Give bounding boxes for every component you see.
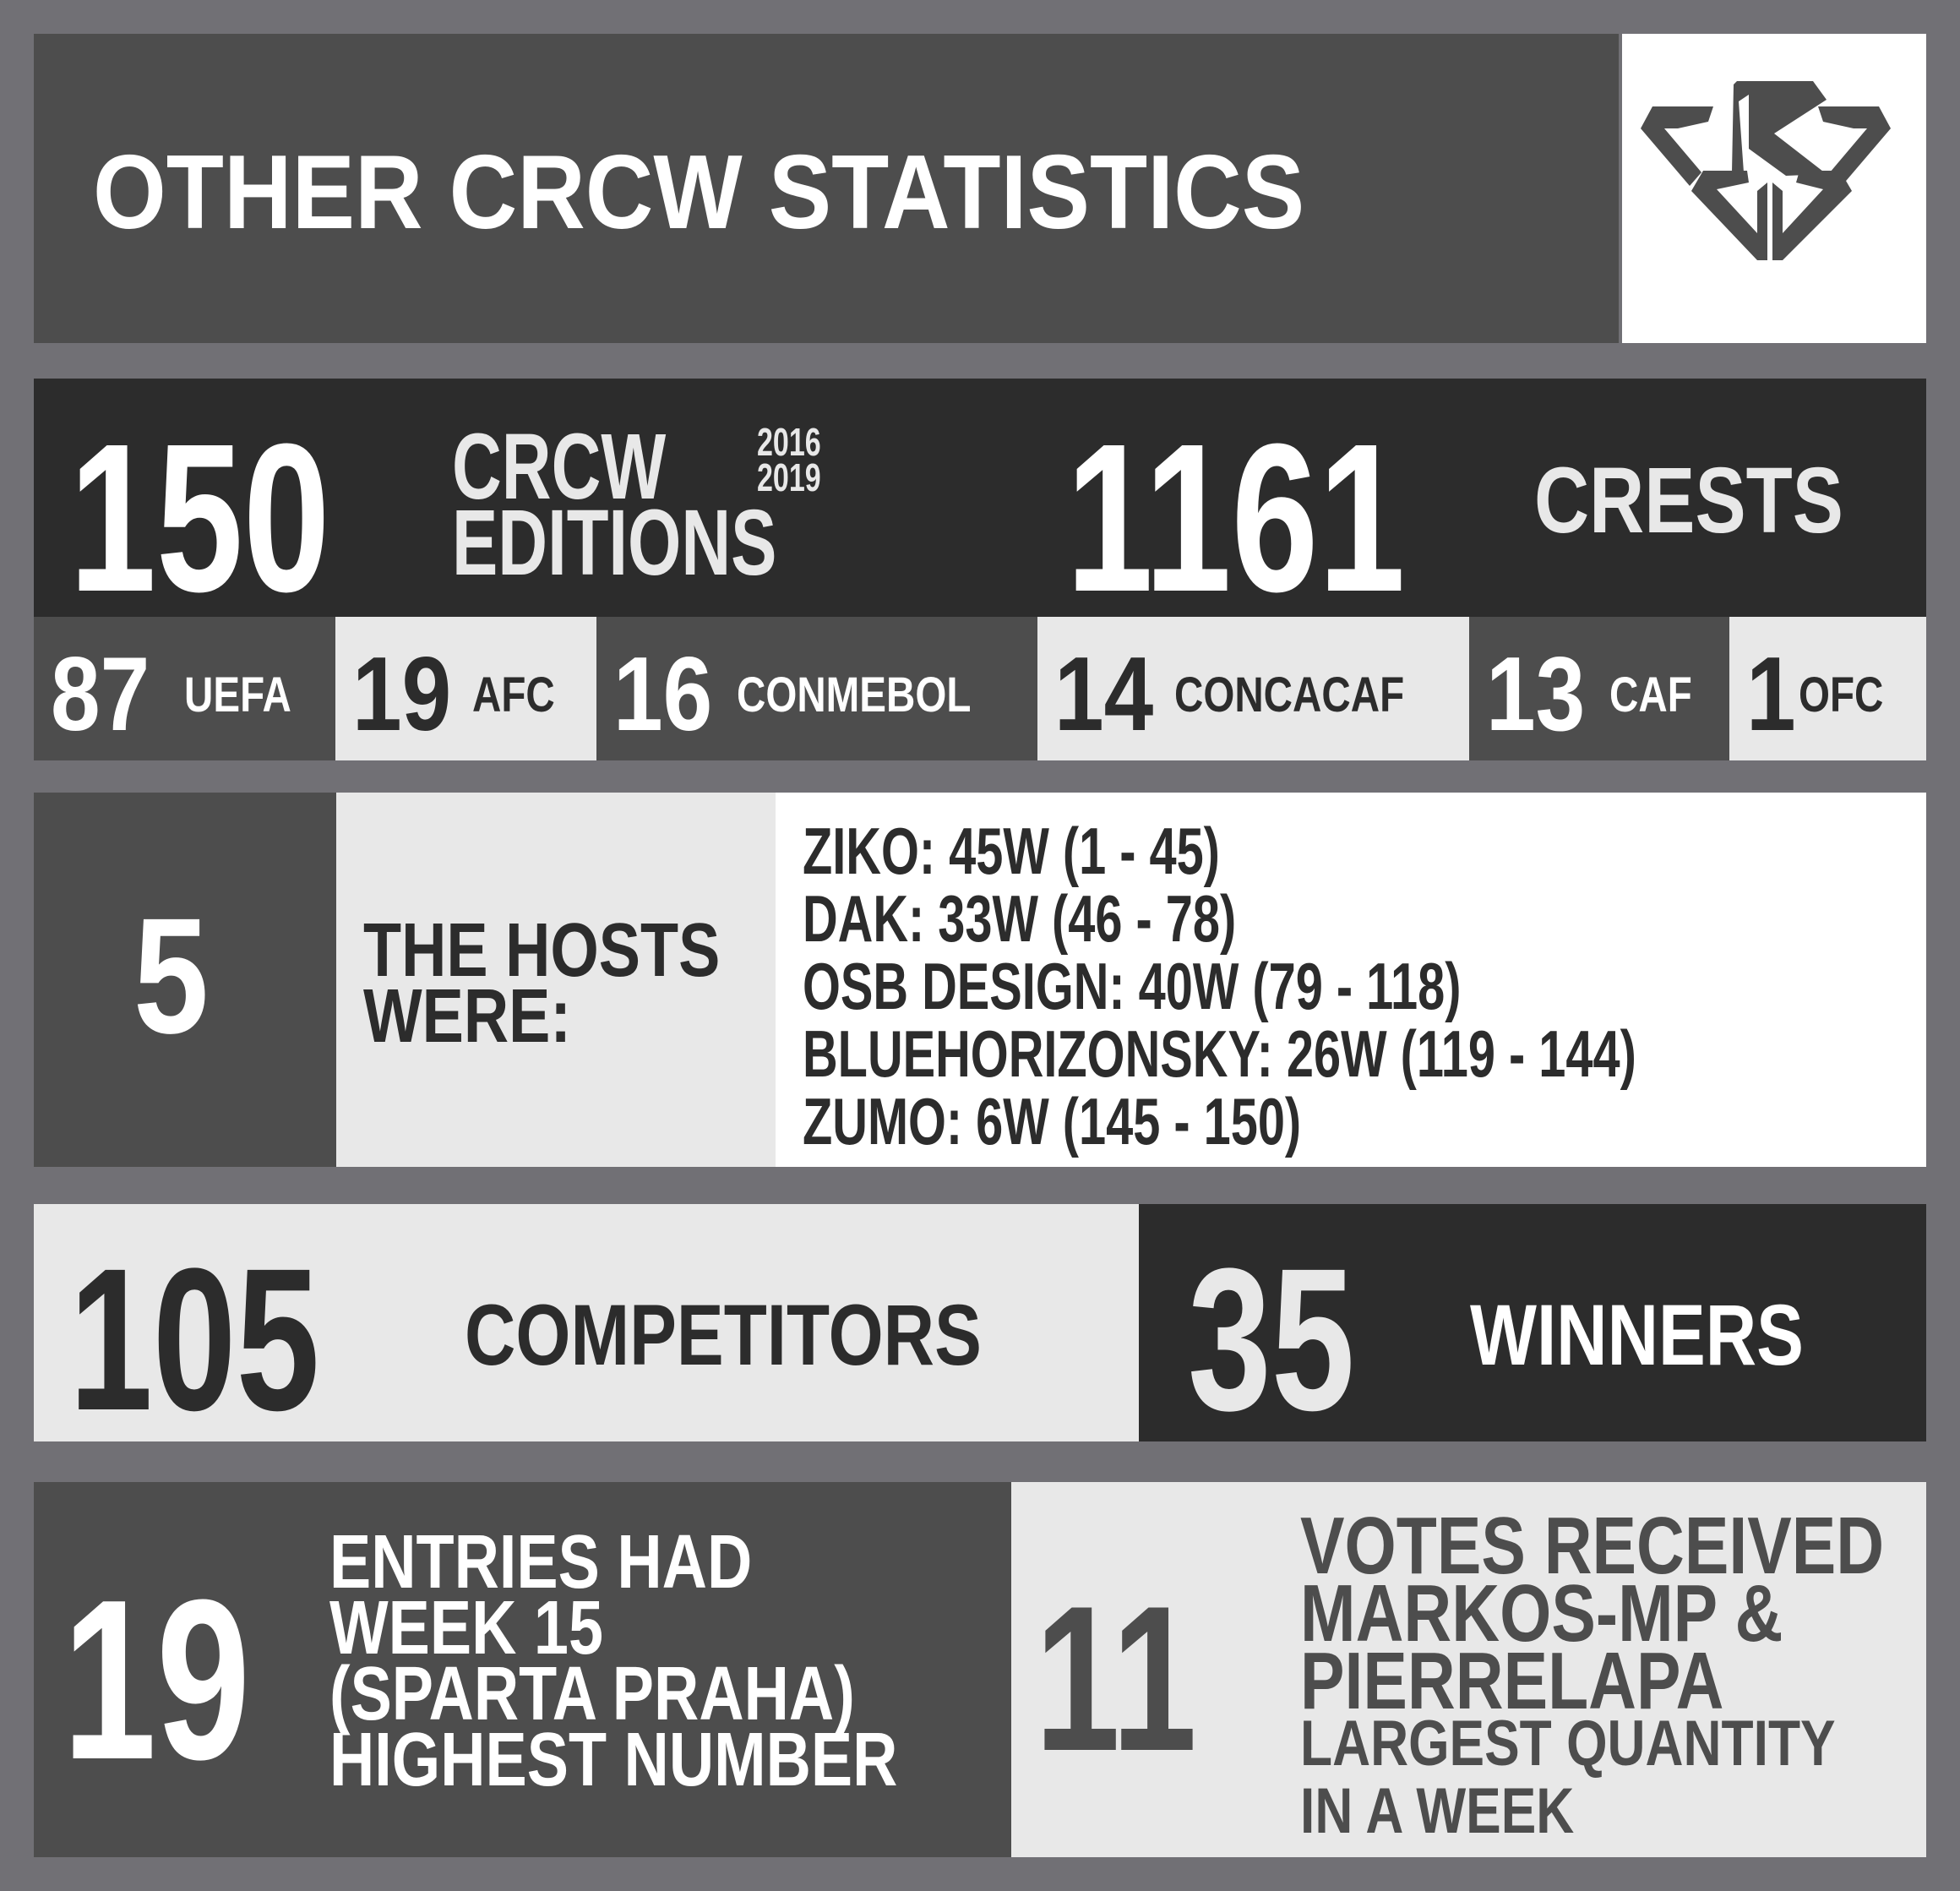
competitors-panel: 105 COMPETITORS (34, 1204, 1139, 1441)
entries-line: WEEK 15 (329, 1586, 604, 1670)
confed-name: OFC (1799, 668, 1884, 722)
editions-label-line1: CRCW (452, 415, 667, 519)
entries-panel: 19 ENTRIES HAD WEEK 15 (SPARTA PRAHA) HI… (34, 1482, 1011, 1857)
confed-count: 1 (1746, 636, 1796, 753)
entries-line: ENTRIES HAD (329, 1520, 753, 1605)
competitors-number: 105 (69, 1226, 320, 1452)
confed-name: UEFA (184, 668, 291, 722)
entries-line: (SPARTA PRAHA) (329, 1652, 855, 1736)
logo-box (1622, 34, 1926, 343)
host-entry: ZUMO: 6W (145 - 150) (803, 1084, 1302, 1158)
hosts-label-panel: THE HOSTS WERE: (336, 793, 776, 1167)
confed-name: AFC (472, 668, 555, 722)
votes-line: MARKOS-MP & (1300, 1568, 1783, 1659)
crests-number: 1161 (1066, 400, 1406, 635)
confed-count: 14 (1054, 636, 1154, 753)
confed-caf: 13 CAF (1469, 617, 1729, 760)
confed-conmebol: 16 CONMEBOL (596, 617, 1037, 760)
confed-count: 87 (51, 636, 150, 753)
competitors-label: COMPETITORS (465, 1287, 982, 1383)
host-entry: ZIKO: 45W (1 - 45) (803, 814, 1220, 888)
votes-line: VOTES RECEIVED (1300, 1501, 1885, 1591)
confed-name: CAF (1609, 668, 1692, 722)
host-entry: BLUEHORIZONSKY: 26W (119 - 144) (803, 1016, 1636, 1091)
confed-uefa: 87 UEFA (34, 617, 335, 760)
hosts-label-line2: WERE: (363, 974, 571, 1059)
year-end: 2019 (757, 455, 821, 499)
confed-count: 19 (352, 636, 452, 753)
host-entry: DAK: 33W (46 - 78) (803, 881, 1237, 956)
header-banner: OTHER CRCW STATISTICS (34, 34, 1619, 343)
votes-subline: LARGEST QUANTITY (1300, 1708, 1836, 1779)
entries-line: HIGHEST NUMBER (329, 1718, 898, 1802)
editions-number: 150 (69, 400, 330, 635)
crests-label: CRESTS (1534, 449, 1843, 553)
hosts-number: 5 (133, 884, 209, 1068)
hosts-list-panel: ZIKO: 45W (1 - 45) DAK: 33W (46 - 78) OS… (776, 793, 1926, 1167)
confed-count: 16 (613, 636, 713, 753)
confed-ofc: 1 OFC (1729, 617, 1926, 760)
confed-afc: 19 AFC (335, 617, 596, 760)
winners-label: WINNERS (1470, 1287, 1804, 1383)
confed-count: 13 (1486, 636, 1586, 753)
page-title: OTHER CRCW STATISTICS (93, 134, 1305, 251)
hosts-label-line1: THE HOSTS (363, 908, 721, 993)
votes-panel: 11 VOTES RECEIVED MARKOS-MP & PIERRELAPA… (1011, 1482, 1926, 1857)
votes-line: PIERRELAPA (1300, 1636, 1724, 1726)
crcw-logo-icon (1641, 81, 1891, 260)
confed-name: CONMEBOL (737, 668, 972, 722)
entries-number: 19 (63, 1553, 251, 1807)
hosts-count-panel: 5 (34, 793, 336, 1167)
year-start: 2016 (757, 420, 821, 464)
editions-label-line2: EDITIONS (452, 491, 777, 595)
confed-name: CONCACAF (1174, 668, 1405, 722)
votes-subline: IN A WEEK (1300, 1775, 1575, 1847)
winners-number: 35 (1188, 1226, 1355, 1452)
votes-number: 11 (1035, 1562, 1197, 1794)
editions-crests-panel: 150 CRCW EDITIONS 2016 2019 1161 CRESTS (34, 379, 1926, 624)
winners-panel: 35 WINNERS (1139, 1204, 1926, 1441)
confed-concacaf: 14 CONCACAF (1037, 617, 1469, 760)
host-entry: OSB DESIGN: 40W (79 - 118) (803, 949, 1462, 1023)
